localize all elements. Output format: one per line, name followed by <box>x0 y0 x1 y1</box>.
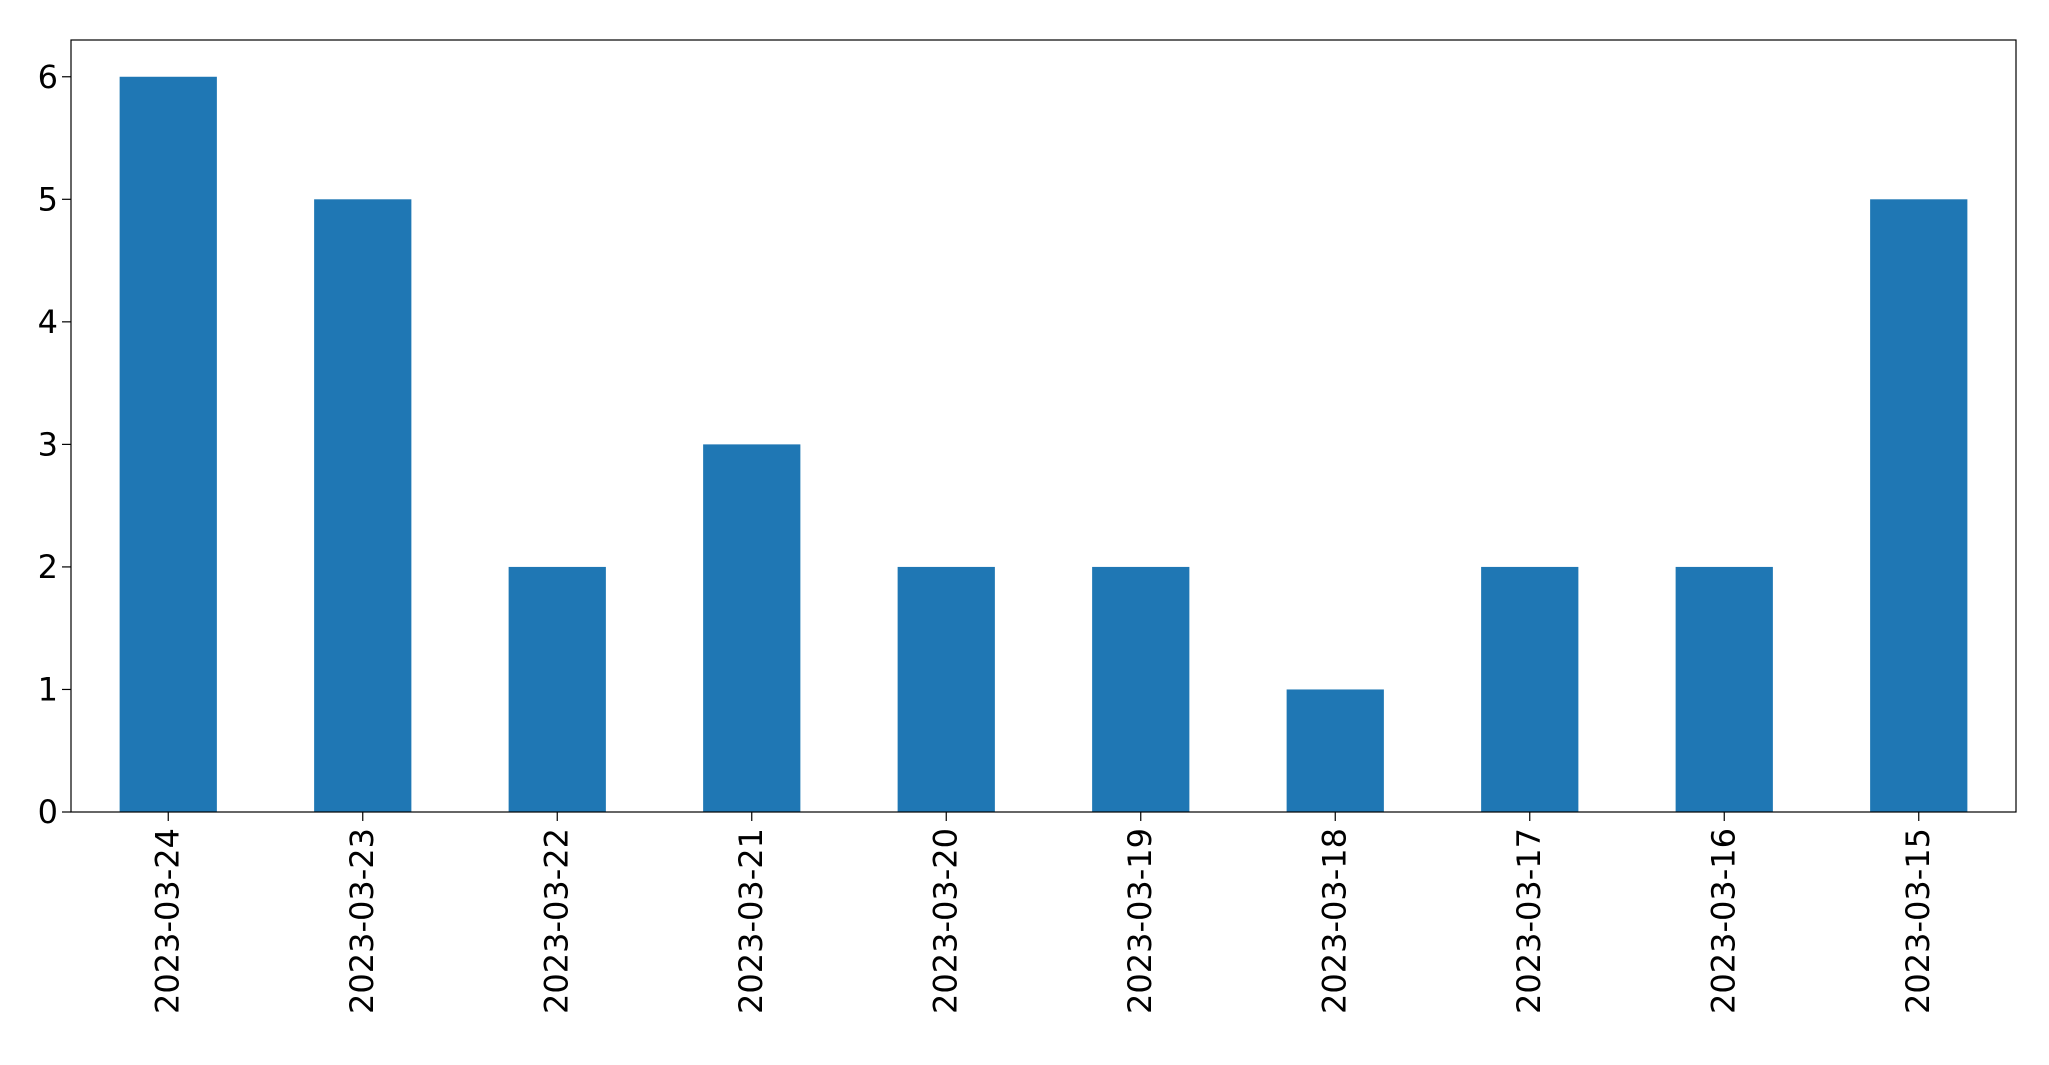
bar-2023-03-18 <box>1286 689 1384 812</box>
x-tick-label: 2023-03-15 <box>1899 828 1937 1014</box>
x-tick-label: 2023-03-21 <box>732 828 770 1014</box>
x-tick-label: 2023-03-18 <box>1315 828 1353 1014</box>
bar-2023-03-23 <box>314 199 412 813</box>
x-tick-label: 2023-03-22 <box>537 828 575 1014</box>
y-tick-label: 4 <box>38 303 58 341</box>
y-tick-label: 5 <box>38 180 58 218</box>
bar-2023-03-21 <box>703 444 801 812</box>
x-axis: 2023-03-24 2023-03-23 2023-03-22 2023-03-21… <box>148 812 1937 1014</box>
x-tick-label: 2023-03-16 <box>1704 828 1742 1014</box>
y-tick-label: 6 <box>38 58 58 96</box>
y-tick-label: 3 <box>38 425 58 463</box>
bar-2023-03-24 <box>119 76 217 812</box>
y-axis: 0 1 2 3 4 5 6 <box>38 58 71 831</box>
bar-2023-03-17 <box>1481 566 1579 812</box>
bar-2023-03-16 <box>1675 566 1773 812</box>
bar-2023-03-15 <box>1870 199 1968 813</box>
x-tick-label: 2023-03-23 <box>343 828 381 1014</box>
x-tick-label: 2023-03-19 <box>1121 828 1159 1014</box>
bars-group <box>119 76 1968 813</box>
y-tick-label: 0 <box>38 793 58 831</box>
x-tick-label: 2023-03-24 <box>148 828 186 1014</box>
x-tick-label: 2023-03-17 <box>1510 828 1548 1014</box>
bar-2023-03-19 <box>1092 566 1190 812</box>
x-tick-label: 2023-03-20 <box>926 828 964 1014</box>
y-tick-label: 2 <box>38 548 58 586</box>
y-tick-label: 1 <box>38 670 58 708</box>
plot-frame <box>70 39 2017 813</box>
bar-2023-03-22 <box>508 566 606 812</box>
bar-2023-03-20 <box>897 566 995 812</box>
